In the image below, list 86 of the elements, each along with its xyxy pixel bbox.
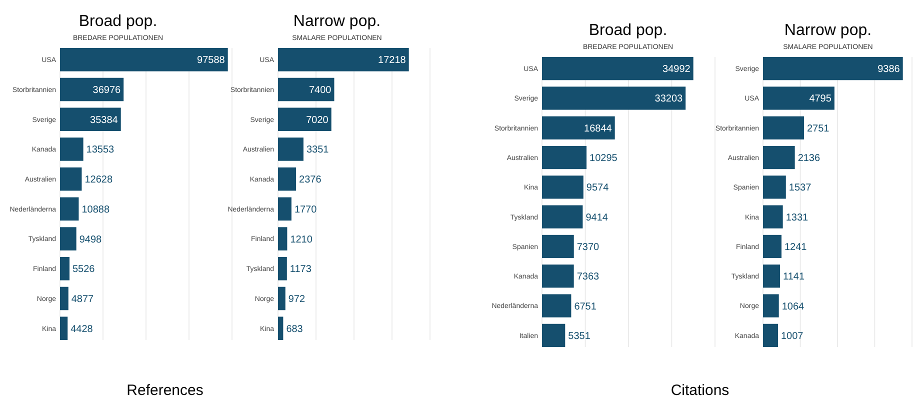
chart-title: Narrow pop. [784, 22, 872, 39]
data-label: 7020 [306, 114, 329, 126]
bar [60, 197, 79, 221]
data-label: 6751 [574, 301, 597, 312]
bar [763, 324, 778, 347]
data-label: 97588 [197, 55, 226, 66]
bar [542, 86, 686, 110]
data-label: 9498 [79, 234, 102, 246]
bar [763, 176, 786, 199]
data-label: 7370 [576, 242, 600, 253]
bar [763, 234, 782, 258]
chart-title: Narrow pop. [293, 13, 381, 30]
bar [542, 116, 615, 140]
data-label: 13553 [86, 144, 115, 156]
data-label: 10888 [82, 204, 110, 216]
bar [60, 257, 70, 280]
bar [60, 227, 76, 250]
data-label: 10295 [590, 153, 618, 164]
bar [278, 197, 292, 221]
bar [763, 116, 804, 140]
bar [542, 264, 574, 288]
data-label: 1173 [290, 264, 312, 276]
bar [278, 286, 286, 310]
data-label: 9574 [586, 182, 610, 194]
data-label: 4877 [71, 294, 94, 305]
bar [60, 108, 121, 131]
data-label: 16844 [584, 123, 612, 134]
bar [278, 316, 284, 340]
data-label: 34992 [662, 64, 691, 76]
data-label: 972 [288, 294, 306, 305]
bar [763, 294, 779, 318]
data-label: 683 [286, 324, 304, 335]
bar [278, 78, 334, 102]
chart-title: Broad pop. [78, 13, 158, 30]
bar [60, 316, 68, 340]
data-label: 12628 [84, 174, 113, 186]
bar [542, 294, 572, 318]
text: References [126, 382, 204, 399]
data-label: 2136 [798, 153, 821, 164]
data-label: 7363 [576, 272, 600, 283]
data-label: 1537 [788, 182, 812, 194]
data-label: 5351 [568, 330, 591, 342]
data-label: 2376 [299, 174, 322, 186]
bar [542, 324, 566, 347]
bar [763, 146, 795, 170]
data-label: 35384 [90, 114, 118, 126]
bar [278, 108, 332, 131]
bar [278, 138, 304, 161]
chart-title: Broad pop. [588, 22, 668, 39]
bar [763, 57, 903, 80]
bar [60, 48, 228, 72]
data-label: 4795 [809, 94, 832, 105]
data-label: 3351 [306, 144, 330, 156]
bar [60, 167, 82, 191]
bar [60, 286, 68, 310]
data-label: 17218 [378, 55, 406, 66]
bar [278, 227, 288, 250]
bar [278, 257, 287, 280]
data-label: 1210 [290, 234, 313, 246]
data-label: 1331 [786, 212, 809, 224]
bar [763, 86, 834, 110]
data-label: 5526 [72, 264, 96, 276]
bar [278, 167, 296, 191]
bar [542, 146, 587, 170]
bar [542, 176, 584, 199]
bar [60, 78, 124, 102]
bar [763, 264, 780, 288]
bar [60, 138, 84, 161]
data-label: 2751 [806, 123, 830, 134]
text: Citations [670, 382, 730, 399]
data-label: 1007 [781, 330, 804, 342]
data-label: 33203 [654, 94, 684, 105]
data-label: 36976 [92, 85, 122, 96]
data-label: 9386 [878, 64, 900, 76]
data-label: 4428 [70, 324, 94, 335]
data-label: 1241 [784, 242, 808, 253]
data-label: 9414 [586, 212, 608, 224]
data-label: 7400 [308, 85, 332, 96]
bar [763, 205, 783, 228]
bar [278, 48, 409, 72]
data-label: 1064 [782, 301, 805, 312]
bar [542, 57, 694, 80]
bar [542, 234, 574, 258]
data-label: 1141 [783, 272, 805, 283]
data-label: 1770 [294, 204, 318, 216]
bar [542, 205, 583, 228]
